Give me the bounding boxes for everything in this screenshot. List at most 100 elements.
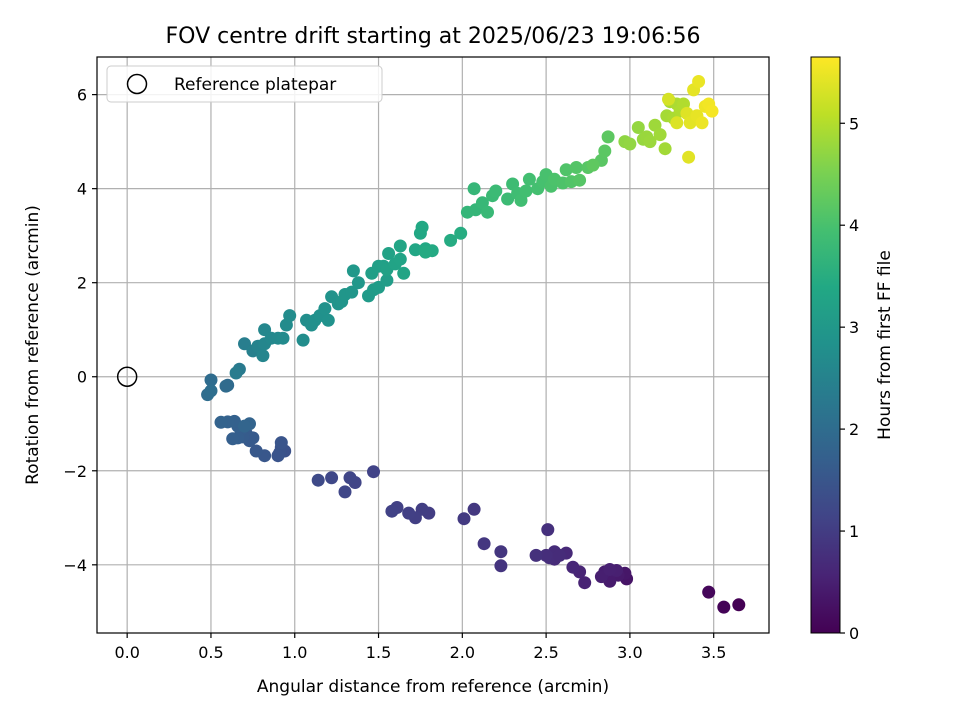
- data-point: [695, 116, 709, 130]
- reference-marker: [116, 366, 138, 387]
- data-point: [522, 172, 536, 186]
- y-tick-label: 4: [77, 180, 87, 199]
- data-point: [283, 309, 297, 323]
- y-tick-label: 0: [77, 368, 87, 387]
- colorbar: [810, 56, 841, 634]
- data-point: [204, 373, 218, 387]
- data-point: [702, 585, 716, 599]
- data-point: [311, 473, 325, 487]
- data-point: [351, 276, 365, 290]
- data-point: [318, 302, 332, 316]
- colorbar-tick-label: 1: [849, 522, 859, 541]
- colorbar-ticks: 0 1 2 3 4 5: [840, 114, 859, 643]
- y-axis-ticks: −4 −2 0 2 4 6: [63, 86, 97, 575]
- legend-marker-icon: [126, 73, 148, 95]
- legend-box: [106, 65, 383, 103]
- data-point: [662, 92, 675, 106]
- data-point: [598, 144, 612, 158]
- legend-label: Reference platepar: [174, 75, 336, 95]
- plot-frame: [96, 56, 770, 634]
- x-tick-label: 0.0: [114, 643, 139, 662]
- x-tick-label: 1.5: [366, 643, 391, 662]
- data-point: [578, 576, 592, 590]
- data-point: [276, 331, 290, 345]
- data-point: [732, 598, 746, 612]
- data-point: [705, 104, 719, 118]
- chart-title: FOV centre drift starting at 2025/06/23 …: [166, 24, 701, 49]
- data-point: [382, 247, 396, 260]
- data-point: [539, 548, 553, 562]
- colorbar-label: Hours from first FF file: [875, 250, 895, 440]
- data-point: [408, 243, 422, 257]
- data-point: [494, 559, 508, 573]
- data-point: [229, 366, 243, 380]
- data-point: [682, 150, 696, 164]
- data-point: [529, 548, 543, 562]
- data-point: [385, 504, 399, 518]
- colorbar-tick-label: 0: [849, 624, 859, 643]
- data-point: [489, 184, 503, 198]
- data-point: [658, 142, 672, 156]
- grid: [97, 57, 769, 633]
- data-point: [274, 436, 288, 450]
- data-point: [256, 349, 270, 363]
- data-point: [643, 135, 657, 149]
- data-point: [566, 560, 580, 574]
- data-point: [559, 163, 573, 177]
- data-point: [345, 285, 359, 299]
- data-point: [477, 537, 491, 551]
- data-point: [393, 239, 407, 253]
- x-tick-label: 1.0: [282, 643, 307, 662]
- data-point: [631, 121, 645, 134]
- y-tick-label: 6: [77, 86, 87, 105]
- x-tick-label: 3.5: [701, 643, 726, 662]
- data-point: [325, 471, 339, 485]
- data-point: [494, 545, 508, 559]
- data-point: [226, 432, 240, 446]
- y-tick-label: −4: [63, 556, 87, 575]
- data-point: [569, 161, 583, 174]
- data-point: [380, 273, 394, 287]
- data-point: [444, 233, 458, 247]
- data-point: [586, 158, 600, 172]
- data-point: [419, 245, 432, 259]
- data-point: [238, 419, 251, 433]
- data-point: [519, 184, 533, 198]
- colorbar-tick-label: 4: [849, 216, 859, 235]
- x-tick-label: 2.0: [450, 643, 475, 662]
- data-point: [623, 137, 637, 151]
- y-axis-label: Rotation from reference (arcmin): [23, 205, 43, 485]
- data-point: [346, 264, 360, 278]
- data-point: [454, 226, 468, 240]
- data-point: [402, 506, 416, 520]
- data-point: [653, 128, 667, 142]
- data-point: [603, 563, 617, 576]
- data-point: [670, 116, 684, 130]
- x-tick-label: 0.5: [198, 643, 223, 662]
- data-point: [271, 449, 285, 463]
- data-points: [201, 75, 746, 614]
- x-axis-label: Angular distance from reference (arcmin): [257, 677, 609, 697]
- data-point: [219, 379, 233, 393]
- data-point: [553, 548, 566, 562]
- data-point: [467, 502, 481, 516]
- data-point: [393, 252, 407, 266]
- data-point: [249, 444, 263, 458]
- data-point: [415, 220, 429, 234]
- data-point: [204, 384, 218, 398]
- colorbar-tick-label: 2: [849, 420, 859, 439]
- data-point: [457, 512, 471, 526]
- colorbar-tick-label: 3: [849, 318, 859, 337]
- y-tick-label: 2: [77, 274, 87, 293]
- data-point: [717, 600, 731, 614]
- plot-area-background: [97, 57, 769, 633]
- data-point: [573, 173, 587, 187]
- colorbar-tick-label: 5: [849, 114, 859, 133]
- data-point: [541, 523, 555, 537]
- data-point: [367, 465, 380, 479]
- x-tick-label: 2.5: [533, 643, 558, 662]
- data-point: [296, 333, 310, 347]
- data-point: [214, 415, 228, 429]
- data-point: [343, 471, 357, 485]
